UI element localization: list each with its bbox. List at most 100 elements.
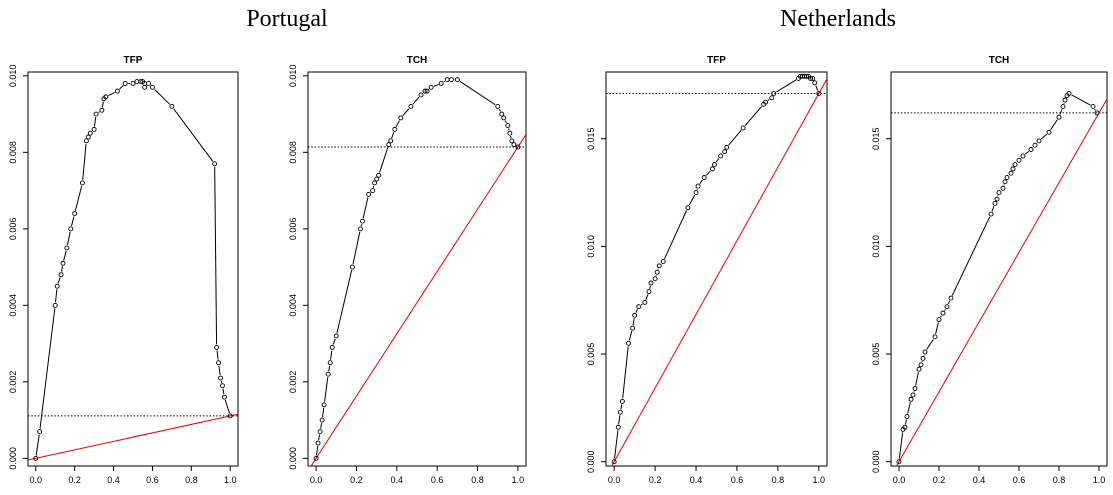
panel-4-data-point — [932, 334, 938, 340]
panel-1-curve-segment — [39, 308, 56, 429]
panel-2-curve-segment — [412, 96, 420, 105]
panel-1-data-point — [68, 226, 74, 232]
panel-4-data-point — [1004, 175, 1010, 180]
panel-4-x-tick-label: 0.2 — [933, 475, 946, 485]
panel-3-y-tick-label: 0.015 — [586, 127, 596, 150]
panel-4-curve-segment — [1071, 94, 1091, 106]
panel-3-curve-segment — [632, 318, 635, 326]
panel-1-data-point — [79, 180, 85, 186]
panel-4-data-point — [1016, 157, 1022, 163]
panel-2-data-point — [329, 344, 335, 350]
panel-3-data-point — [804, 73, 809, 79]
panel-1-data-point — [122, 81, 128, 86]
panel-4-x-tick-label: 0.4 — [973, 475, 986, 485]
panel-4-data-point — [940, 310, 946, 316]
panel-4-curve-segment — [947, 300, 951, 305]
group-title-netherlands: Netherlands — [780, 6, 896, 32]
panel-1-data-point — [221, 394, 227, 400]
panel-1-diagonal-line — [28, 413, 238, 461]
panel-4-curve-segment — [1025, 151, 1029, 155]
panel-1-data-point — [149, 84, 155, 90]
panel-2-diagonal-line — [310, 134, 526, 466]
panel-3-curve-segment — [649, 285, 651, 289]
panel-2-curve-segment — [504, 120, 507, 124]
panel-1-curve-segment — [98, 111, 100, 113]
panel-2-data-point — [495, 103, 501, 109]
panel-2-data-point — [501, 115, 507, 121]
panel-4-curve-segment — [951, 216, 991, 296]
panel-1-curve-segment — [93, 116, 97, 127]
panel-3-x-tick-label: 0.4 — [690, 475, 703, 485]
panel-2-x-tick-label: 0.6 — [431, 475, 444, 485]
panel-1-data-point — [212, 161, 218, 167]
panel-4-x-tick-label: 0.8 — [1053, 475, 1066, 485]
panel-3-y-tick-label: 0.000 — [586, 450, 596, 473]
panel-4-data-point — [1036, 138, 1042, 144]
panel-4-data-point — [896, 459, 902, 465]
panel-3-curve-segment — [767, 99, 770, 101]
panel-3-curve-segment — [705, 170, 711, 176]
panel-4-data-point — [936, 317, 942, 323]
panel-3-data-point — [630, 325, 636, 331]
panel-3-diagonal-line — [611, 78, 827, 466]
panel-1-data-point — [83, 138, 89, 144]
panel-1-data-point — [130, 81, 136, 86]
panel-2-curve-segment — [459, 80, 496, 106]
panel-2-x-tick-label: 0.2 — [350, 475, 363, 485]
panel-1-curve-segment — [154, 89, 171, 105]
panel-3-data-point — [718, 153, 724, 159]
panel-3-curve-segment — [664, 210, 688, 259]
panel-2-data-point — [424, 88, 430, 94]
panel-1-data-point — [85, 134, 91, 140]
panel-3-curve-segment — [776, 79, 797, 93]
panel-4-data-point — [904, 414, 910, 419]
panel-1-data-point — [64, 245, 70, 251]
panel-2-data-point — [358, 226, 363, 232]
panel-4-data-point — [1032, 142, 1038, 148]
panel-2-curve-segment — [336, 269, 353, 334]
panel-2-y-tick-label: 0.008 — [288, 141, 298, 164]
panel-1-curve-segment — [218, 365, 221, 376]
panel-1-data-point — [134, 79, 140, 85]
panel-1-data-point — [99, 107, 105, 113]
panel-1-data-point — [227, 413, 233, 419]
panel-3-data-point — [648, 280, 654, 286]
panel-1-data-point — [114, 88, 120, 94]
panel-2-curve-segment — [328, 365, 331, 372]
panel-4-curve-segment — [1040, 133, 1048, 140]
panel-4-y-tick-label: 0.000 — [871, 450, 881, 473]
panel-2-curve-segment — [391, 132, 395, 139]
panel-2-data-point — [366, 191, 372, 197]
panel-2-y-tick-label: 0.006 — [288, 218, 298, 241]
panel-2-y-tick-label: 0.004 — [288, 294, 298, 317]
panel-1-curve-segment — [108, 92, 115, 96]
panel-2-data-point — [349, 264, 355, 270]
panel-4-data-point — [1000, 185, 1006, 191]
panel-1-curve-segment — [74, 185, 83, 211]
panel-1-curve-segment — [57, 277, 61, 284]
panel-3-x-tick-label: 0.2 — [649, 475, 662, 485]
panel-1-curve-segment — [55, 289, 58, 303]
panel-1-data-point — [218, 375, 223, 381]
panel-4-data-point — [944, 304, 950, 310]
panel-1-data-point — [216, 360, 222, 366]
panel-4-data-point — [1056, 114, 1062, 120]
panel-4-curve-segment — [905, 419, 907, 425]
panel-1-data-point — [37, 429, 43, 435]
panel-4-data-point — [1008, 170, 1014, 176]
panel-2-curve-segment — [320, 422, 323, 429]
panel-4-curve-segment — [935, 322, 939, 335]
panel-4-data-point — [1002, 179, 1008, 185]
panel-1-data-point — [60, 260, 66, 266]
panel-3-data-point — [656, 263, 662, 269]
panel-2-data-point — [317, 429, 323, 435]
panel-4-curve-segment — [1050, 119, 1058, 131]
panel-3-data-point — [632, 312, 638, 318]
panel-3-curve-segment — [640, 303, 643, 306]
panel-2-curve-segment — [395, 120, 400, 127]
panel-1-y-tick-label: 0.000 — [8, 447, 18, 470]
panel-4-data-point — [1094, 110, 1100, 116]
panel-4-data-point — [992, 200, 998, 206]
panel-2-curve-segment — [352, 231, 361, 265]
panel-2-y-tick-label: 0.000 — [288, 447, 298, 470]
